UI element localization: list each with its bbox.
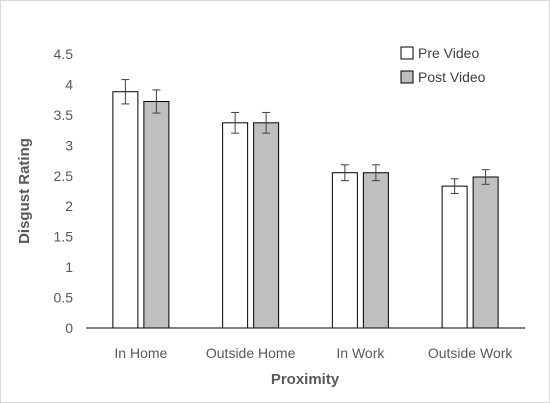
legend-swatch: [400, 46, 414, 60]
y-tick-label: 4: [65, 76, 73, 92]
bar-post-video: [472, 176, 499, 329]
x-tick-label: In Work: [336, 345, 385, 361]
y-tick-label: 3: [65, 137, 73, 153]
bar-post-video: [143, 100, 170, 329]
y-tick-label: 3.5: [54, 107, 74, 123]
error-bar: [481, 169, 490, 185]
error-bar: [121, 79, 130, 105]
legend-item: Pre Video: [400, 45, 479, 61]
x-tick-label: Outside Home: [206, 345, 296, 361]
y-tick-label: 0: [65, 320, 73, 336]
bar-pre-video: [331, 172, 358, 329]
y-tick-label: 1.5: [54, 229, 74, 245]
error-bar: [450, 178, 459, 194]
error-bar: [231, 111, 240, 134]
bar-post-video: [253, 122, 280, 329]
error-bar: [340, 164, 349, 182]
error-bar: [262, 111, 271, 134]
y-tick-label: 2.5: [54, 168, 74, 184]
x-tick-labels: In Home Outside Home In Work Outside Work: [114, 345, 513, 361]
legend-swatch: [400, 70, 414, 84]
legend: Pre Video Post Video: [400, 45, 486, 85]
legend-label: Pre Video: [418, 45, 479, 61]
x-tick-label: Outside Work: [428, 345, 514, 361]
bar-post-video: [362, 172, 389, 329]
y-tick-label: 0.5: [54, 290, 74, 306]
y-tick-label: 4.5: [54, 46, 74, 62]
legend-item: Post Video: [400, 69, 486, 85]
x-tick-label: In Home: [114, 345, 167, 361]
error-bars: [121, 79, 490, 194]
error-bar: [152, 89, 161, 114]
bar-pre-video: [441, 185, 468, 329]
error-bar: [371, 164, 380, 182]
y-tick-label: 2: [65, 198, 73, 214]
x-axis-title: Proximity: [271, 371, 340, 388]
y-tick-label: 1: [65, 259, 73, 275]
bar-pre-video: [112, 91, 139, 329]
y-tick-labels: 0 0.5 1 1.5 2 2.5 3 3.5 4 4.5: [54, 46, 74, 336]
bar-pre-video: [222, 122, 249, 329]
legend-label: Post Video: [418, 69, 486, 85]
y-axis-title: Disgust Rating: [16, 138, 33, 244]
